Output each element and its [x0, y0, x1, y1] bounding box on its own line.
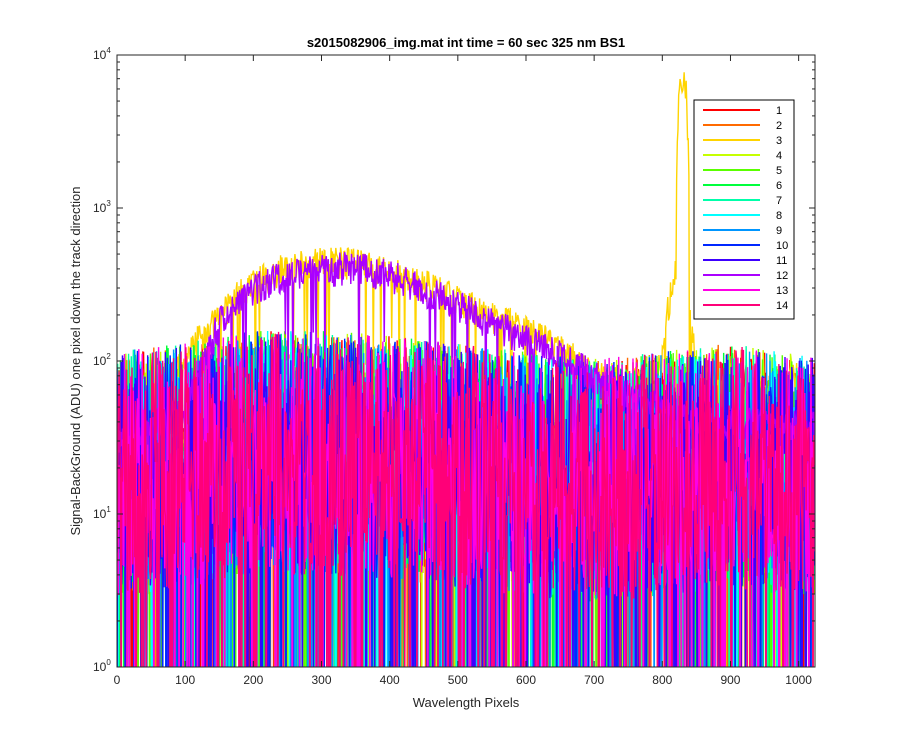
legend-label-13: 13 — [776, 285, 788, 297]
legend-box — [693, 99, 795, 320]
y-tick-label: 103 — [93, 199, 111, 215]
chart-title: s2015082906_img.mat int time = 60 sec 32… — [307, 35, 625, 50]
x-axis-label: Wavelength Pixels — [413, 695, 520, 710]
legend-label-9: 9 — [776, 225, 782, 237]
legend-label-12: 12 — [776, 270, 788, 282]
legend-label-10: 10 — [776, 240, 788, 252]
series-line-14 — [117, 331, 815, 667]
series-line-12 — [117, 251, 815, 570]
y-axis-label: Signal-BackGround (ADU) one pixel down t… — [68, 186, 83, 535]
x-tick-label: 400 — [380, 673, 400, 687]
x-ticks: 0 100 200 300 400 500 600 700 800 900 1000 — [114, 55, 812, 687]
legend-label-4: 4 — [776, 150, 782, 162]
x-tick-label: 500 — [448, 673, 468, 687]
x-tick-label: 1000 — [785, 673, 812, 687]
legend-label-6: 6 — [776, 180, 782, 192]
y-tick-label: 100 — [93, 658, 111, 674]
x-tick-label: 0 — [114, 673, 121, 687]
legend-label-3: 3 — [776, 135, 782, 147]
series-layer — [117, 72, 815, 667]
legend-label-11: 11 — [776, 255, 787, 267]
y-tick-label: 104 — [93, 46, 111, 62]
legend-label-2: 2 — [776, 120, 782, 132]
x-tick-label: 300 — [311, 673, 331, 687]
legend-label-8: 8 — [776, 210, 782, 222]
x-tick-label: 700 — [584, 673, 604, 687]
x-tick-label: 200 — [243, 673, 263, 687]
y-tick-label: 101 — [93, 505, 111, 521]
x-tick-label: 100 — [175, 673, 195, 687]
x-tick-label: 800 — [652, 673, 672, 687]
legend-label-5: 5 — [776, 165, 782, 177]
legend-label-14: 14 — [776, 300, 788, 312]
legend-label-1: 1 — [776, 105, 782, 117]
y-tick-label: 102 — [93, 352, 111, 368]
x-tick-label: 900 — [720, 673, 740, 687]
legend-label-7: 7 — [776, 195, 782, 207]
x-tick-label: 600 — [516, 673, 536, 687]
